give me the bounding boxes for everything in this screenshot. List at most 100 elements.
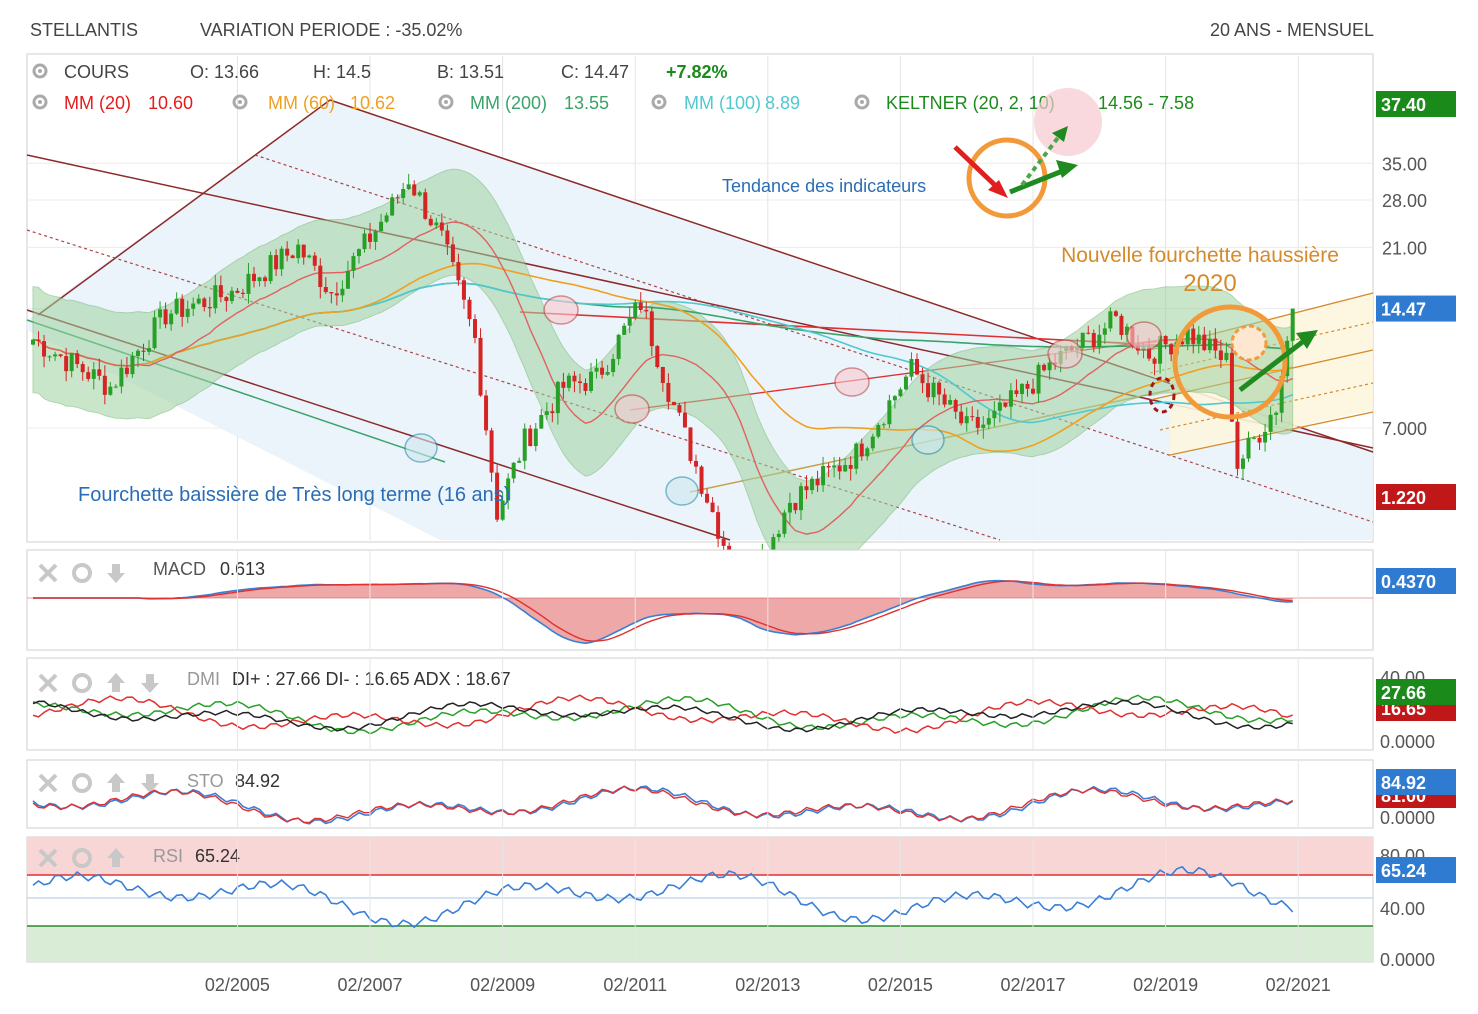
gear-icon[interactable] (72, 773, 92, 793)
legend-ma-label: MM (200) (470, 93, 547, 113)
candle-body (1036, 364, 1041, 394)
candle-body (368, 233, 373, 242)
candle-body (1268, 414, 1273, 432)
candle-body (870, 436, 875, 449)
gear-icon[interactable] (72, 563, 92, 583)
candle-body (274, 255, 279, 270)
candle-body (180, 298, 185, 317)
candle-body (340, 288, 345, 296)
price-tick-label: 21.00 (1382, 238, 1427, 258)
candle-body (644, 309, 649, 312)
candle-body (881, 424, 886, 426)
candle-body (1047, 362, 1052, 371)
annotation-long-channel: Fourchette baissière de Très long terme … (78, 484, 510, 506)
gear-icon[interactable] (854, 94, 870, 110)
legend-ma-value: 10.60 (148, 93, 193, 113)
peak-marker (543, 295, 579, 325)
candle-body (572, 375, 577, 382)
candle-body (798, 486, 803, 511)
candle-body (329, 292, 334, 294)
candle-body (887, 400, 892, 425)
gear-icon[interactable] (72, 673, 92, 693)
gear-icon[interactable] (232, 94, 248, 110)
gear-icon[interactable] (32, 94, 48, 110)
ma20-line (32, 221, 1293, 535)
resistance-line (519, 311, 1161, 346)
candle-body (1257, 437, 1262, 443)
gear-icon[interactable] (651, 94, 667, 110)
close-icon[interactable] (38, 773, 58, 793)
legend-ma-value: 10.62 (350, 93, 395, 113)
arrow-up-icon[interactable] (107, 673, 125, 692)
candle-body (964, 416, 969, 424)
candle-body (163, 309, 168, 325)
candle-body (229, 290, 234, 302)
candle-body (776, 533, 781, 538)
x-tick-label: 02/2007 (337, 975, 402, 995)
candle-body (1108, 311, 1113, 329)
candle-body (1235, 421, 1240, 469)
candle-body (1252, 437, 1257, 439)
candle-body (169, 313, 174, 325)
candle-body (47, 356, 52, 358)
dmi-badge-plus-bg (1376, 679, 1456, 705)
candle-body (1097, 334, 1102, 348)
peak-marker (614, 394, 650, 424)
legend-ma-value: 8.89 (765, 93, 800, 113)
candle-body (959, 411, 964, 424)
candle-body (544, 411, 549, 416)
x-tick-label: 02/2013 (735, 975, 800, 995)
candle-body (439, 222, 444, 231)
chart-title: STELLANTIS (30, 20, 138, 40)
candle-body (1158, 335, 1163, 364)
arrow-down-icon[interactable] (107, 564, 125, 583)
gear-icon[interactable] (438, 94, 454, 110)
candle-body (1180, 341, 1185, 345)
macd-histogram (33, 580, 1293, 644)
price-tick-label: 28.00 (1382, 191, 1427, 211)
candle-body (666, 382, 671, 402)
candle-body (920, 374, 925, 384)
candle-body (810, 478, 815, 491)
close-icon[interactable] (38, 673, 58, 693)
price-badge-bottom: 1.220 (1381, 488, 1426, 508)
candle-body (53, 354, 58, 357)
candle-body (307, 255, 312, 258)
peak-marker (834, 367, 870, 397)
close-icon[interactable] (38, 563, 58, 583)
close-icon[interactable] (38, 848, 58, 868)
candle-body (699, 466, 704, 494)
candle-body (130, 356, 135, 375)
trough-marker (911, 425, 945, 455)
candle-body (1008, 390, 1013, 407)
candle-body (124, 367, 129, 375)
candle-body (600, 367, 605, 375)
candle-body (373, 231, 378, 242)
gear-icon[interactable] (72, 848, 92, 868)
candle-body (86, 372, 91, 379)
macd-value: 0.613 (220, 559, 265, 579)
legend-open: O: 13.66 (190, 62, 259, 82)
candle-body (1207, 338, 1212, 351)
candle-body (970, 416, 975, 418)
gear-icon[interactable] (32, 63, 48, 79)
price-badge-top: 37.40 (1381, 95, 1426, 115)
candle-body (975, 416, 980, 428)
candle-body (555, 381, 560, 414)
rsi-value: 65.24 (195, 846, 240, 866)
candle-body (997, 402, 1002, 411)
candle-body (942, 394, 947, 405)
candle-body (318, 265, 323, 287)
candle-body (981, 424, 986, 428)
candle-body (1191, 328, 1196, 344)
candle-body (113, 386, 118, 388)
candle-body (859, 443, 864, 457)
candle-body (577, 381, 582, 384)
candle-body (721, 538, 726, 546)
arrow-down-icon[interactable] (141, 774, 159, 793)
arrow-up-icon[interactable] (107, 848, 125, 867)
arrow-up-icon[interactable] (107, 773, 125, 792)
arrow-down-icon[interactable] (141, 674, 159, 693)
candle-body (484, 395, 489, 431)
